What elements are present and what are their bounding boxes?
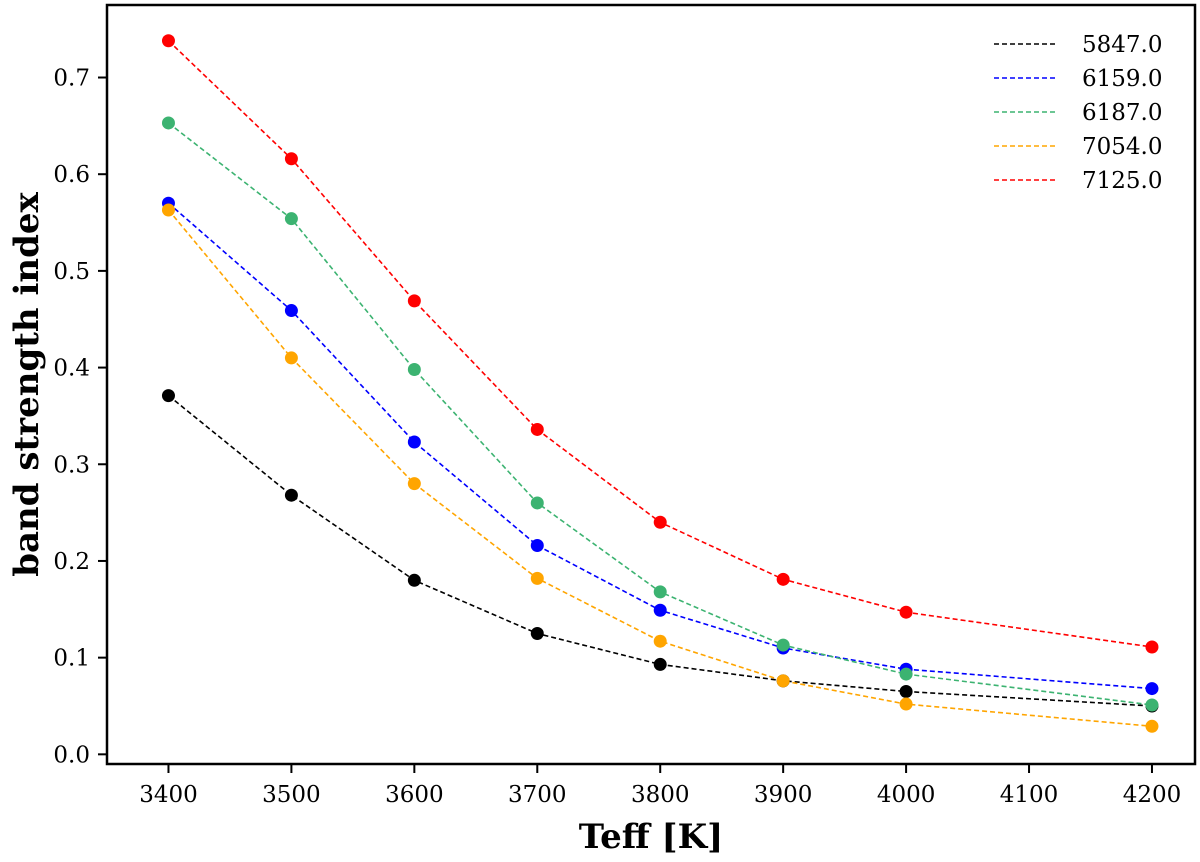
y-tick-label: 0.6 [53,162,90,188]
data-point [530,496,544,510]
y-axis-title: band strength index [7,191,47,576]
x-tick-label: 3800 [631,782,690,808]
x-tick-label: 3700 [508,782,567,808]
series-line [167,394,1153,707]
series-6159.0 [161,196,1159,696]
legend-item: 5847.0 [994,32,1162,58]
x-tick-label: 3900 [754,782,813,808]
data-point [284,488,298,502]
x-tick-label: 3400 [139,782,198,808]
data-point [899,605,913,619]
x-tick-label: 3500 [262,782,321,808]
data-point [653,657,667,671]
data-point [899,697,913,711]
data-point [776,674,790,688]
series-layer [161,34,1159,733]
x-tick-label: 4000 [877,782,936,808]
data-point [1145,682,1159,696]
legend-label: 6159.0 [1082,66,1162,92]
data-point [407,573,421,587]
series-line [167,209,1153,728]
data-point [1145,719,1159,733]
data-point [1145,698,1159,712]
data-point [284,152,298,166]
series-6187.0 [161,116,1159,712]
y-tick-label: 0.4 [53,356,90,382]
y-tick-label: 0.1 [53,646,90,672]
plot-frame [105,3,1197,766]
data-point [776,572,790,586]
data-point [407,363,421,377]
y-tick-label: 0.5 [53,259,90,285]
legend-label: 5847.0 [1082,32,1162,58]
data-point [776,638,790,652]
x-tick-label: 4100 [1000,782,1059,808]
legend-item: 7054.0 [994,134,1162,160]
legend-item: 7125.0 [994,168,1162,194]
series-7125.0 [161,34,1159,654]
data-point [284,212,298,226]
legend-item: 6187.0 [994,100,1162,126]
data-point [653,634,667,648]
series-line [167,40,1153,648]
data-point [899,667,913,681]
data-point [161,116,175,130]
data-point [530,422,544,436]
data-point [530,571,544,585]
series-line [168,122,1153,706]
y-tick-label: 0.7 [53,66,90,92]
data-point [1145,640,1159,654]
data-point [530,626,544,640]
series-5847.0 [161,389,1159,713]
data-point [653,603,667,617]
data-point [407,435,421,449]
legend-label: 7125.0 [1082,168,1162,194]
legend: 5847.0 6159.0 6187.0 7054.0 7125.0 [994,32,1162,194]
data-point [653,515,667,529]
x-axis-title: Teff [K] [579,817,724,857]
data-point [899,684,913,698]
x-tick-label: 3600 [385,782,444,808]
legend-item: 6159.0 [994,66,1162,92]
data-point [284,351,298,365]
series-7054.0 [161,203,1159,733]
y-tick-label: 0.0 [53,742,90,768]
data-point [407,294,421,308]
data-point [653,585,667,599]
x-tick-label: 4200 [1123,782,1182,808]
legend-label: 7054.0 [1082,134,1162,160]
data-point [530,538,544,552]
data-point [284,304,298,318]
data-point [161,203,175,217]
y-tick-label: 0.3 [53,452,90,478]
data-point [161,389,175,403]
axis-ticks: 3400 3500 3600 3700 3800 3900 4000 4100 4200 0.0 0… [53,66,1181,808]
series-line [167,202,1153,690]
data-point [407,477,421,491]
legend-label: 6187.0 [1082,100,1162,126]
data-point [161,34,175,48]
y-tick-label: 0.2 [53,549,90,575]
